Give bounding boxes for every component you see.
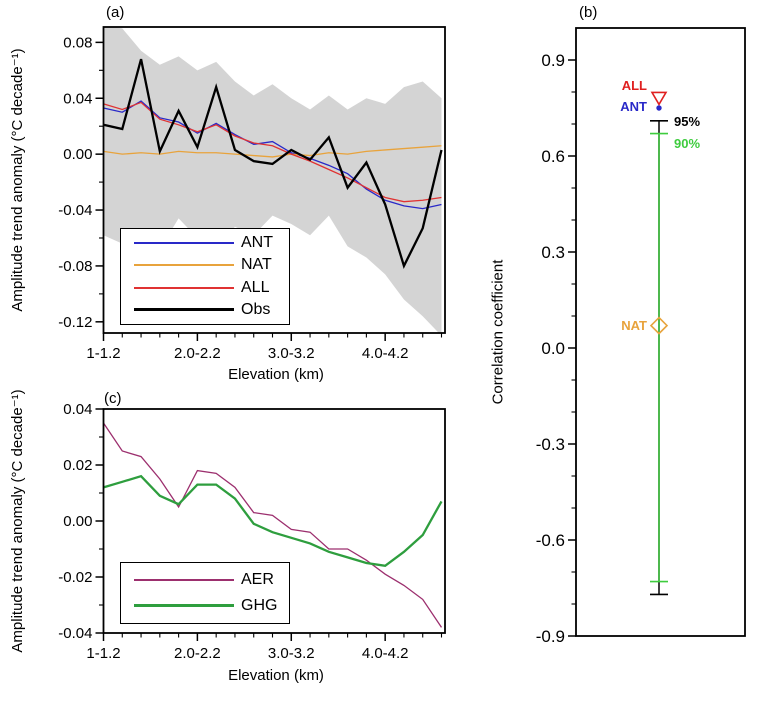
svg-text:2.0-2.2: 2.0-2.2 — [174, 345, 221, 362]
svg-text:0.0: 0.0 — [541, 339, 565, 358]
legend-item-aer: AER — [121, 572, 289, 588]
panel-b-y-axis-title: Correlation coefficient — [489, 259, 507, 405]
svg-text:0.6: 0.6 — [541, 147, 565, 166]
interval-label-95: 95% — [674, 114, 701, 129]
legend-label-obs: Obs — [241, 300, 271, 318]
panel-c-x-axis-title: Elevation (km) — [228, 667, 324, 684]
svg-text:0.04: 0.04 — [63, 401, 92, 418]
svg-text:3.0-3.2: 3.0-3.2 — [268, 645, 315, 662]
svg-text:0.00: 0.00 — [63, 513, 92, 530]
obs-uncertainty-band — [103, 27, 442, 333]
all-line-sample — [134, 286, 234, 289]
panel-c-plot: 0.04 0.02 0.00 -0.02 -0.04 1-1.2 2.0-2.2 3.0-3.… — [58, 401, 446, 662]
obs-line-sample — [134, 308, 234, 312]
interval-label-90: 90% — [674, 136, 701, 151]
marker-label-ant: ANT — [620, 99, 647, 114]
panel-c-tag: (c) — [104, 390, 122, 407]
marker-label-nat: NAT — [621, 318, 647, 333]
svg-text:0.08: 0.08 — [63, 34, 92, 51]
nat-line — [103, 145, 442, 158]
svg-text:0.3: 0.3 — [541, 243, 565, 262]
panel-a-y-axis-title: Amplitude trend anomaly (°C decade⁻¹) — [9, 48, 26, 312]
panel-a-x-axis-title: Elevation (km) — [228, 366, 324, 383]
svg-text:2.0-2.2: 2.0-2.2 — [174, 645, 221, 662]
ant-line-sample — [134, 242, 234, 245]
legend-item-all: ALL — [121, 278, 289, 296]
svg-text:1-1.2: 1-1.2 — [86, 345, 120, 362]
svg-text:-0.3: -0.3 — [536, 435, 565, 454]
svg-text:-0.04: -0.04 — [58, 202, 92, 219]
panel-c-legend: AER GHG — [120, 562, 290, 624]
svg-text:-0.02: -0.02 — [58, 569, 92, 586]
svg-text:4.0-4.2: 4.0-4.2 — [362, 645, 409, 662]
all-line — [103, 101, 442, 203]
panel-c-y-axis-title: Amplitude trend anomaly (°C decade⁻¹) — [9, 389, 26, 653]
svg-text:-0.04: -0.04 — [58, 625, 92, 642]
svg-text:-0.9: -0.9 — [536, 627, 565, 646]
legend-item-obs: Obs — [121, 300, 289, 318]
legend-item-ghg: GHG — [121, 596, 289, 614]
aer-line — [102, 422, 443, 628]
svg-text:0.02: 0.02 — [63, 457, 92, 474]
legend-label-nat: NAT — [241, 256, 272, 274]
svg-text:4.0-4.2: 4.0-4.2 — [362, 345, 409, 362]
panel-b-tag: (b) — [579, 4, 598, 21]
panel-a-legend: ANT NAT ALL Obs — [120, 228, 290, 325]
legend-label-ant: ANT — [241, 234, 273, 252]
nat-line-sample — [134, 264, 234, 267]
ghg-line — [103, 474, 443, 568]
svg-text:-0.12: -0.12 — [58, 314, 92, 331]
panel-a-plot: 0.08 0.04 0.00 -0.04 -0.08 -0.12 1-1.2 2.0-2.2 3… — [58, 26, 446, 362]
aer-line-sample — [134, 579, 234, 582]
svg-text:0.04: 0.04 — [63, 90, 92, 107]
marker-label-all: ALL — [621, 78, 647, 93]
all-triangle-marker — [650, 91, 668, 106]
svg-text:0.00: 0.00 — [63, 146, 92, 163]
legend-item-nat: NAT — [121, 257, 289, 273]
svg-text:-0.6: -0.6 — [536, 531, 565, 550]
svg-text:0.9: 0.9 — [541, 51, 565, 70]
panel-a-tag: (a) — [106, 4, 125, 21]
legend-label-ghg: GHG — [241, 596, 278, 614]
ant-line — [103, 100, 442, 210]
svg-text:1-1.2: 1-1.2 — [86, 645, 120, 662]
legend-label-all: ALL — [241, 278, 270, 296]
ghg-line-sample — [134, 604, 234, 608]
ant-dot-marker — [656, 105, 662, 111]
legend-label-aer: AER — [241, 571, 274, 589]
obs-line — [103, 58, 443, 270]
nat-diamond-marker — [649, 316, 669, 335]
legend-item-ant: ANT — [121, 235, 289, 251]
svg-text:3.0-3.2: 3.0-3.2 — [268, 345, 315, 362]
svg-text:-0.08: -0.08 — [58, 258, 92, 275]
panel-b-plot: 0.9 0.6 0.3 0.0 -0.3 -0.6 -0.9 — [536, 27, 746, 646]
